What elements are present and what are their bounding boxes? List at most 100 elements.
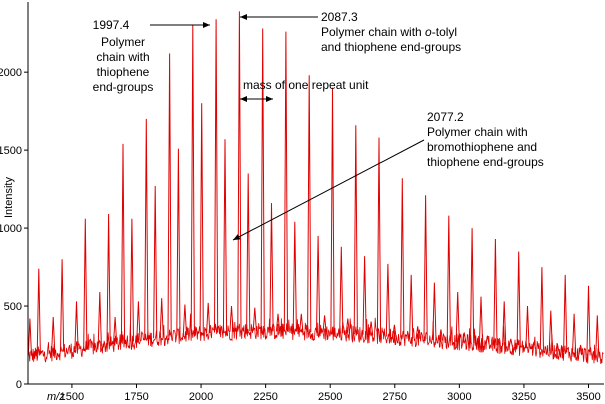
spectrum-peak <box>376 137 382 336</box>
x-tick-label: 2500 <box>318 391 342 403</box>
spectrum-peak <box>292 221 297 332</box>
spectrum-peak <box>339 246 344 334</box>
spectrum-peak <box>525 305 530 349</box>
spectrum-peak <box>572 313 577 354</box>
spectrum-peak <box>246 173 251 332</box>
annotation-2087: 2087.3 Polymer chain with o-tolyl and th… <box>240 10 461 54</box>
spectrum-peak <box>578 344 583 355</box>
x-axis-title: m/z <box>47 391 65 403</box>
spectrum-peak <box>345 318 350 334</box>
annotation-1997-value: 1997.4 <box>93 18 130 32</box>
spectrum-peak <box>423 195 428 340</box>
spectrum-peak <box>485 335 490 345</box>
annotation-repeat-text: mass of one repeat unit <box>243 78 369 92</box>
annotation-2077: 2077.2 Polymer chain with bromothiophene… <box>232 110 544 241</box>
spectrum-peak <box>176 148 181 336</box>
spectrum-peak <box>493 238 498 346</box>
spectrum-peak <box>97 291 102 347</box>
spectrum-peak <box>229 305 234 332</box>
spectrum-peak <box>462 332 467 343</box>
spectrum-peak <box>330 87 335 334</box>
spectrum-peak <box>508 338 513 347</box>
spectrum-peak <box>531 341 537 350</box>
annotation-2077-line3: thiophene end-groups <box>427 155 544 169</box>
spectrum-peak <box>129 218 134 342</box>
spectrum-peak <box>74 301 79 350</box>
spectrum-layer <box>27 11 604 365</box>
annotation-1997-line1: Polymer <box>101 35 145 49</box>
y-axis-title: Intensity <box>3 177 15 218</box>
spectrum-peak <box>167 53 172 337</box>
spectrum-peak <box>283 31 288 332</box>
spectrum-peak <box>106 213 111 345</box>
annotation-2087-value: 2087.3 <box>321 10 358 24</box>
x-tick-label: 2250 <box>253 391 277 403</box>
annotation-repeat-unit: mass of one repeat unit <box>240 78 369 102</box>
x-tick-label: 2750 <box>383 391 407 403</box>
spectrum-peak <box>415 326 420 339</box>
spectrum-peak <box>353 125 358 335</box>
spectrum-peak <box>222 139 228 333</box>
spectrum-peak <box>83 218 88 349</box>
spectrum-peak <box>586 285 591 356</box>
spectrum-peak <box>182 304 187 336</box>
spectrum-peak <box>275 313 281 332</box>
spectrum-peak <box>299 313 304 332</box>
x-tick-label: 3000 <box>447 391 471 403</box>
spectrum-peak <box>159 298 164 338</box>
spectrum-peak <box>385 263 390 337</box>
spectrum-peak <box>400 178 405 338</box>
spectrum-peak <box>27 318 32 356</box>
spectrum-peak <box>438 329 443 341</box>
spectrum-baseline-trace <box>27 313 604 365</box>
spectrum-peak <box>502 301 507 347</box>
spectrum-peak <box>144 118 149 340</box>
annotation-2087-line1: Polymer chain with o-tolyl <box>321 25 457 39</box>
spectrum-peak <box>260 28 265 332</box>
y-tick-label: 2000 <box>0 67 22 79</box>
y-tick-label: 500 <box>4 301 22 313</box>
annotation-2077-arrow <box>232 139 425 241</box>
y-tick-label: 0 <box>16 379 22 391</box>
spectrum-peak <box>51 316 56 353</box>
spectrum-peak <box>199 103 204 334</box>
spectrum-peak <box>120 143 126 343</box>
spectrum-peak <box>455 291 460 342</box>
spectrum-peak <box>563 274 568 353</box>
ticks-layer: 1500 1750 2000 2250 2500 2750 3000 3250 3500 0 500… <box>0 67 601 403</box>
spectrum-peak <box>307 75 312 333</box>
spectrum-peak <box>36 268 41 355</box>
spectrum-peak <box>516 251 521 348</box>
annotation-2077-value: 2077.2 <box>427 110 464 124</box>
spectrum-peak <box>362 256 367 335</box>
y-tick-label: 1500 <box>0 145 22 157</box>
spectrum-peak <box>153 185 158 339</box>
spectrum-peak <box>113 316 118 345</box>
x-tick-label: 2000 <box>189 391 213 403</box>
spectrum-peak <box>409 274 414 339</box>
spectrum-peak <box>478 296 484 344</box>
annotation-1997: 1997.4 Polymer chain with thiophene end-… <box>93 18 210 94</box>
annotation-2087-line2: and thiophene end-groups <box>321 40 461 54</box>
annotation-1997-line3: thiophene <box>97 65 150 79</box>
spectrum-peak <box>206 302 211 334</box>
spectrum-peak <box>446 215 451 342</box>
spectrum-peak <box>237 11 242 332</box>
spectrum-peak <box>595 315 600 357</box>
spectrum-peak <box>555 343 560 352</box>
annotation-1997-line4: end-groups <box>93 80 154 94</box>
spectrum-peak <box>322 315 327 333</box>
x-tick-label: 3250 <box>512 391 536 403</box>
spectrum-peak <box>190 25 195 335</box>
spectrum-peak <box>369 321 374 336</box>
x-tick-label: 1500 <box>60 391 84 403</box>
spectrum-peak <box>470 228 475 344</box>
spectrum-peak <box>252 307 257 332</box>
spectrum-peak <box>392 324 397 338</box>
x-tick-label: 1750 <box>124 391 148 403</box>
y-tick-label: 1000 <box>0 223 22 235</box>
annotation-2077-line1: Polymer chain with <box>427 125 528 139</box>
spectrum-peak <box>539 267 544 350</box>
spectrum-peak <box>316 235 321 333</box>
